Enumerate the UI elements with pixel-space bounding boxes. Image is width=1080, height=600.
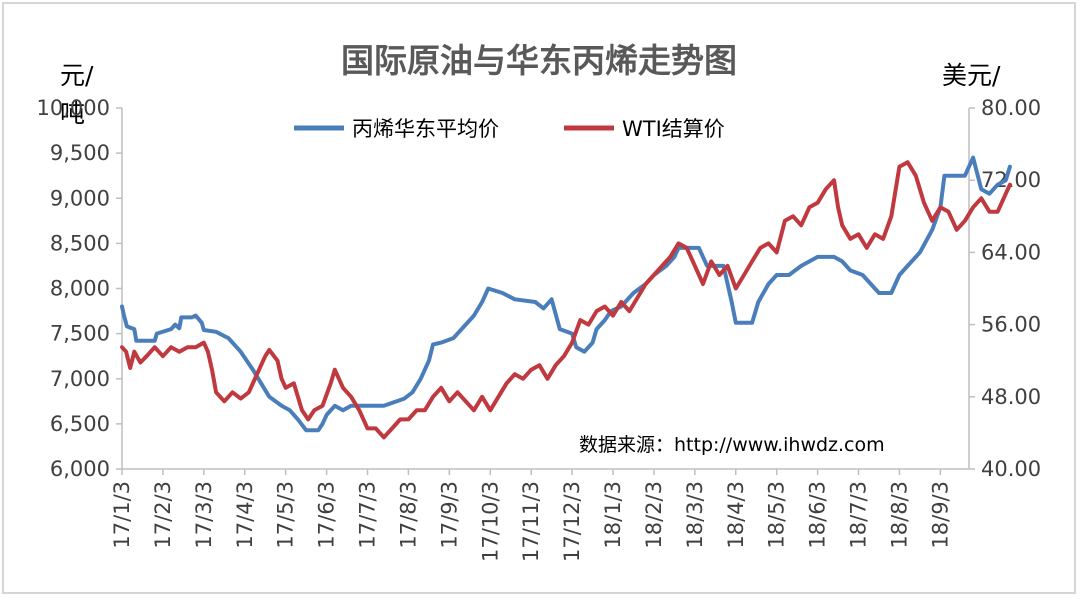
axes-group: 6,000 6,500 7,000 7,500 8,000 8,500 9,000 9,500… xyxy=(37,96,1042,562)
x-tick-label: 17/11/3 xyxy=(519,481,543,562)
x-tick-label: 18/4/3 xyxy=(724,481,748,549)
left-tick-label: 7,000 xyxy=(50,367,110,391)
left-tick-label: 6,500 xyxy=(50,412,110,436)
x-tick-label: 18/3/3 xyxy=(683,481,707,549)
x-tick-label: 17/2/3 xyxy=(151,481,175,549)
x-tick-label: 17/6/3 xyxy=(315,481,339,549)
x-tick-label: 17/8/3 xyxy=(396,481,420,549)
x-tick-label: 18/2/3 xyxy=(642,481,666,549)
x-tick-label: 17/4/3 xyxy=(233,481,257,549)
wti-series-line xyxy=(120,160,1012,440)
legend: 丙烯华东平均价 WTI结算价 xyxy=(294,117,725,141)
x-tick-label: 18/8/3 xyxy=(887,481,911,549)
x-tick-label: 17/7/3 xyxy=(356,481,380,549)
right-tick-label: 40.00 xyxy=(981,457,1041,481)
left-unit-line2: 吨 xyxy=(60,99,85,128)
left-tick-label: 8,000 xyxy=(50,277,110,301)
right-tick-label: 80.00 xyxy=(981,96,1041,120)
x-tick-label: 18/5/3 xyxy=(765,481,789,549)
chart-svg: 国际原油与华东丙烯走势图 元/ 吨 美元/ 数据来源：http://www.ih… xyxy=(37,41,1042,562)
x-tick-label: 18/7/3 xyxy=(847,481,871,549)
legend-label-wti: WTI结算价 xyxy=(622,117,725,141)
right-tick-label: 56.00 xyxy=(981,313,1041,337)
right-tick-label: 64.00 xyxy=(981,240,1041,264)
x-tick-label: 17/9/3 xyxy=(437,481,461,549)
x-tick-label: 17/1/3 xyxy=(110,481,134,549)
left-tick-label: 7,500 xyxy=(50,322,110,346)
x-tick-label: 18/6/3 xyxy=(806,481,830,549)
left-tick-label: 10,000 xyxy=(37,96,110,120)
chart-title: 国际原油与华东丙烯走势图 xyxy=(341,41,737,80)
legend-label-propylene: 丙烯华东平均价 xyxy=(352,117,499,141)
right-tick-label: 72.00 xyxy=(981,168,1041,192)
x-tick-label: 17/12/3 xyxy=(560,481,584,562)
left-tick-label: 6,000 xyxy=(50,457,110,481)
propylene-series-line xyxy=(120,155,1012,433)
left-tick-label: 9,500 xyxy=(50,141,110,165)
left-unit-line1: 元/ xyxy=(60,61,94,90)
left-tick-label: 9,000 xyxy=(50,186,110,210)
left-tick-label: 8,500 xyxy=(50,231,110,255)
x-tick-label: 17/3/3 xyxy=(192,481,216,549)
right-tick-label: 48.00 xyxy=(981,385,1041,409)
x-tick-label: 18/1/3 xyxy=(601,481,625,549)
right-unit: 美元/ xyxy=(942,61,1001,90)
x-tick-label: 18/9/3 xyxy=(928,481,952,549)
data-source: 数据来源：http://www.ihwdz.com xyxy=(579,434,885,456)
series-group xyxy=(120,155,1012,440)
x-tick-label: 17/5/3 xyxy=(274,481,298,549)
x-tick-label: 17/10/3 xyxy=(478,481,502,562)
